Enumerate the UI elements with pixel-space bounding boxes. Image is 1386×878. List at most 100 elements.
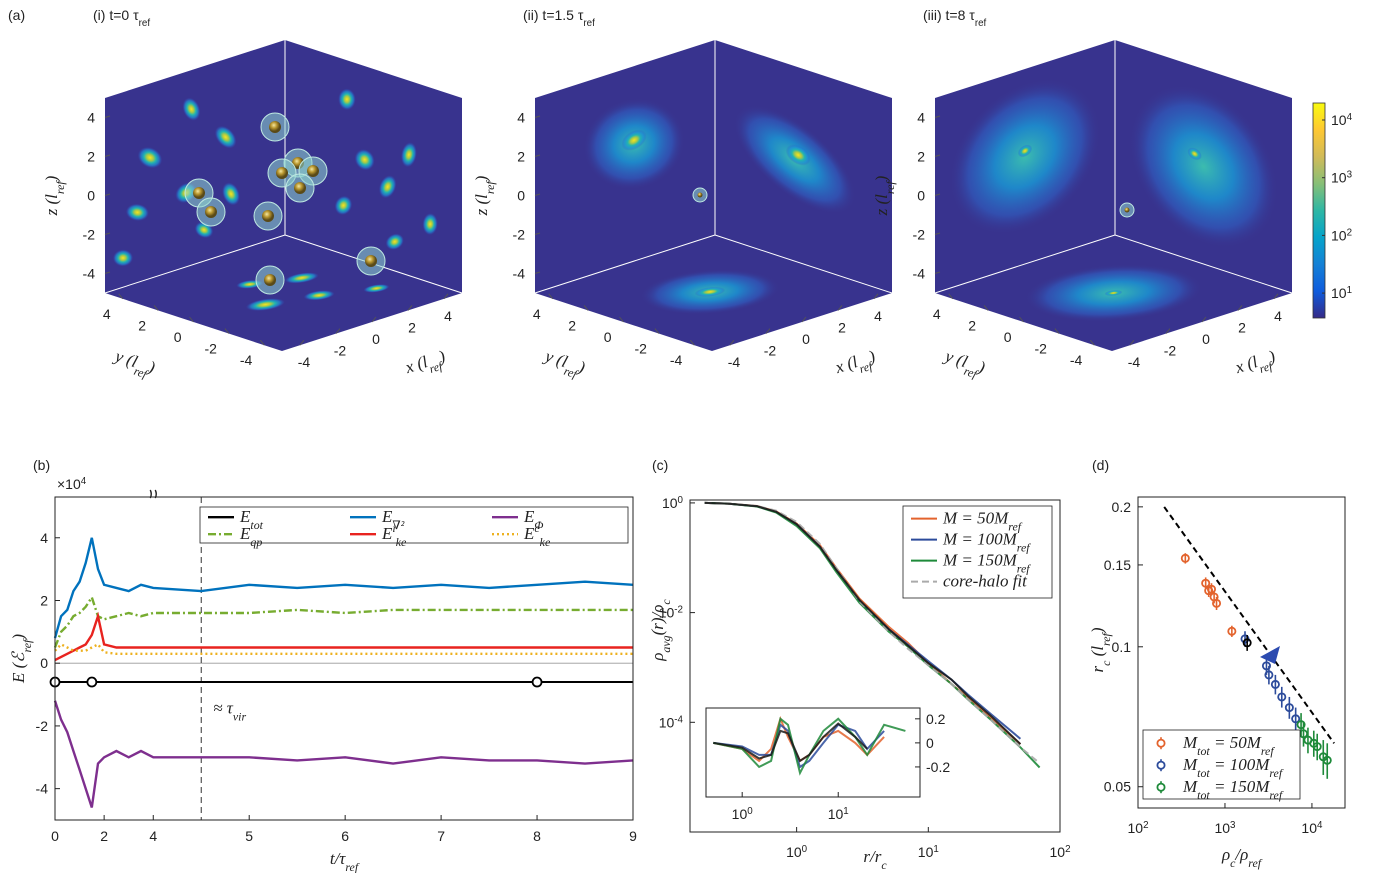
- volume-face: [285, 40, 462, 293]
- z-tick-label: -2: [913, 227, 926, 243]
- density-blob: [354, 149, 375, 171]
- inset-bg: [706, 708, 920, 797]
- soliton-core: [1124, 207, 1130, 213]
- legend-label: Mtot = 100Mref: [1182, 755, 1284, 780]
- legend-label: E∇²: [381, 507, 405, 532]
- panel-label: (a): [8, 7, 25, 23]
- y-tick-label: 0.15: [1104, 557, 1131, 573]
- line-series: [53, 537, 634, 639]
- line-series: [54, 642, 633, 655]
- data-point: [1261, 661, 1271, 671]
- y-tick-label: 2: [138, 317, 146, 333]
- density-blob: [422, 213, 438, 235]
- soliton-core: [193, 187, 205, 199]
- y-axis-label: y (lref): [109, 346, 158, 383]
- density-projection: [1129, 84, 1278, 249]
- data-point: [1180, 553, 1190, 563]
- z-axis-label: z (lref): [42, 175, 67, 216]
- z-tick-label: 2: [517, 149, 525, 165]
- y-tick-label: 2: [968, 317, 976, 333]
- x-tick-label: 2: [1238, 319, 1246, 335]
- volume-face: [715, 40, 892, 293]
- density-core: [621, 129, 647, 151]
- y-axis-label: y (lref): [539, 346, 588, 383]
- x-tick-label: 4: [874, 308, 882, 324]
- density-blob: [334, 195, 353, 215]
- legend-label: Ecke: [523, 521, 551, 549]
- volume-face: [935, 40, 1115, 293]
- x-tick: [335, 328, 341, 334]
- z-tick-label: -2: [513, 227, 526, 243]
- data-point: [1312, 742, 1322, 752]
- soliton-core: [294, 182, 306, 194]
- density-projection: [236, 272, 390, 311]
- z-tick-label: -4: [83, 266, 96, 282]
- soliton-core: [264, 274, 276, 286]
- line-series: [53, 700, 634, 808]
- density-blob: [112, 249, 134, 267]
- data-point: [1322, 755, 1332, 765]
- z-tick: [534, 232, 541, 235]
- y-tick-label: -2: [1034, 341, 1047, 357]
- density-core: [1017, 144, 1033, 158]
- x-tick-label: -4: [298, 354, 311, 370]
- z-tick: [934, 193, 941, 196]
- y-tick: [224, 328, 230, 334]
- x-tick-label: 2: [838, 319, 846, 335]
- density-blob: [303, 290, 335, 301]
- panel-label: (c): [652, 457, 668, 473]
- density-projection: [1024, 264, 1203, 322]
- x-tick-label: -4: [1128, 354, 1141, 370]
- density-projection: [949, 78, 1101, 235]
- legend-label: Eqp: [239, 524, 262, 549]
- highlight-arrow: [1260, 646, 1280, 664]
- y-tick-label: 4: [533, 306, 541, 322]
- volume-face: [535, 40, 715, 293]
- cube-edge: [934, 234, 1116, 294]
- data-point: [1212, 598, 1222, 608]
- inset-series: [713, 722, 868, 763]
- z-tick: [534, 154, 541, 157]
- x-tick-label: 0: [372, 331, 380, 347]
- z-tick-label: 0: [517, 188, 525, 204]
- z-tick: [534, 115, 541, 118]
- colorbar: [1312, 102, 1326, 319]
- density-blob: [378, 175, 397, 199]
- y-tick-label: 0: [174, 329, 182, 345]
- line-series: [53, 594, 633, 648]
- fit-line: [1163, 506, 1335, 744]
- y-tick-label: 4: [40, 530, 48, 546]
- z-tick: [534, 193, 541, 196]
- snapshot-marker: [531, 676, 543, 688]
- plot-frame: [705, 707, 921, 798]
- density-projection: [583, 98, 685, 190]
- y-axis-label: rc (lref): [1088, 627, 1113, 672]
- y-tick-label: 0.1: [1112, 639, 1132, 655]
- cube-edge: [714, 234, 893, 294]
- z-tick: [104, 154, 111, 157]
- cube-edge: [534, 234, 716, 294]
- density-core: [694, 286, 726, 297]
- x-axis-label: r/rc: [863, 847, 887, 872]
- x-tick: [729, 339, 735, 346]
- z-tick-label: 4: [917, 110, 925, 126]
- y-tick: [619, 316, 624, 323]
- panel-label: (d): [1092, 457, 1109, 473]
- soliton-core: [697, 192, 703, 198]
- data-point: [1227, 626, 1237, 636]
- legend-swatch: [1156, 760, 1166, 770]
- colorbar-tick-label: 103: [1331, 169, 1353, 186]
- x-tick: [873, 293, 879, 300]
- x-tick-label: 0: [802, 331, 810, 347]
- x-tick: [1129, 339, 1135, 346]
- density-blob: [284, 272, 319, 284]
- legend-label: M = 150Mref: [942, 551, 1031, 576]
- y-tick-label: -4: [36, 781, 49, 797]
- line-series: [54, 611, 633, 662]
- panel-label: (b): [33, 457, 50, 473]
- x-tick: [1165, 328, 1171, 334]
- y-tick-label: 0: [604, 329, 612, 345]
- x-tick-label: -4: [728, 354, 741, 370]
- soliton-core: [269, 121, 281, 133]
